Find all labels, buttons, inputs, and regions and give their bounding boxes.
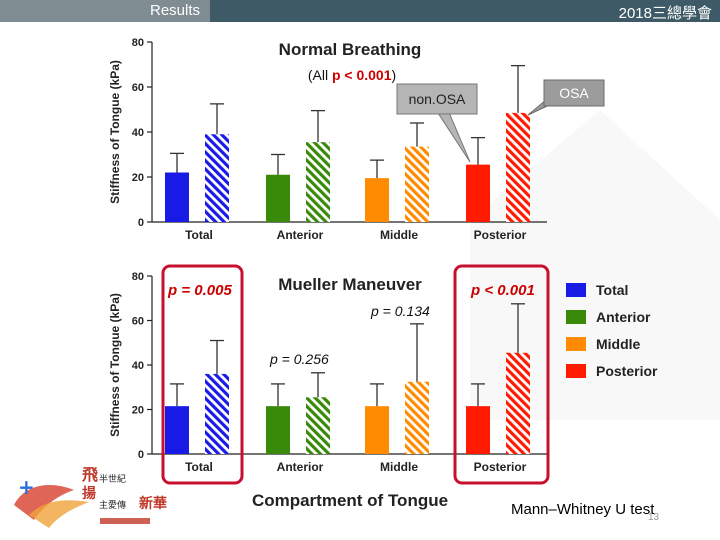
bar-anterior-osa [306,397,330,454]
conference-label: 2018三總學會 [618,5,712,22]
legend-swatch-posterior [566,364,586,378]
svg-text:飛: 飛 [81,465,98,484]
chart-normal-breathing: Normal Breathing (All p < 0.001) Stiffne… [108,37,605,242]
svg-text:+: + [18,475,35,499]
osa-callout: OSA [527,79,605,116]
chart1-x-labels: Total Anterior Middle Posterior [185,228,527,242]
bar-middle-nonosa [365,406,389,454]
chart1-ylabel: Stiffness of Tongue (kPa) [108,60,122,204]
legend-label-posterior: Posterior [596,363,658,379]
legend-swatch-middle [566,337,586,351]
y-tick-label: 80 [132,37,144,49]
chart2-ylabel: Stiffness of Tongue (kPa) [108,293,122,437]
x-tick-label: Posterior [474,228,527,242]
x-tick-label: Total [185,228,213,242]
chart1-bars [165,64,530,222]
legend-swatch-total [566,283,586,297]
chart2-bars [165,303,530,454]
x-tick-label: Posterior [474,460,527,474]
highlight-box-posterior [453,264,550,485]
header-left-panel [0,0,210,22]
bar-total-nonosa [165,406,189,454]
x-tick-label: Middle [380,460,418,474]
chart2-y-ticks: 0 20 40 60 80 [132,271,152,461]
p-middle: p = 0.134 [370,303,430,319]
section-label: Results [150,2,201,19]
bar-posterior-osa [506,112,530,222]
legend-label-middle: Middle [596,336,641,352]
x-tick-label: Anterior [277,460,324,474]
logo: + 飛 揚 半世紀 主愛傳 新華 [4,460,184,540]
bar-posterior-nonosa [466,164,490,222]
bar-total-osa [205,134,229,222]
nonosa-callout: non.OSA [396,83,478,163]
page-number: 13 [648,512,660,523]
y-tick-label: 60 [132,316,144,328]
nonosa-callout-label: non.OSA [409,91,466,107]
bar-middle-osa [405,146,429,222]
x-tick-label: Anterior [277,228,324,242]
chart1-y-ticks: 0 20 40 60 80 [132,37,152,229]
x-tick-label: Middle [380,228,418,242]
y-tick-label: 20 [132,172,144,184]
chart-mueller-maneuver: Mueller Maneuver Stiffness of Tongue (kP… [108,264,658,510]
chart2-xlabel: Compartment of Tongue [252,491,448,510]
y-tick-label: 0 [138,449,144,461]
y-tick-label: 0 [138,217,144,229]
chart2-legend: Total Anterior Middle Posterior [566,282,658,379]
y-tick-label: 20 [132,405,144,417]
y-tick-label: 40 [132,127,144,139]
background-watermark [470,110,720,420]
bar-anterior-osa [306,142,330,222]
p-anterior: p = 0.256 [269,351,329,367]
highlight-box-total [161,264,244,485]
y-tick-label: 80 [132,271,144,283]
chart1-all-p-note: (All p < 0.001) [308,67,396,83]
bar-middle-nonosa [365,178,389,222]
p-posterior: p < 0.001 [470,282,535,299]
y-tick-label: 40 [132,360,144,372]
chart2-title: Mueller Maneuver [278,275,422,294]
legend-label-total: Total [596,282,628,298]
bar-anterior-nonosa [266,174,290,222]
svg-text:主愛傳: 主愛傳 [99,499,126,511]
bar-total-nonosa [165,172,189,222]
osa-callout-label: OSA [559,85,589,101]
chart1-title: Normal Breathing [279,40,422,59]
svg-text:揚: 揚 [82,485,96,502]
bar-anterior-nonosa [266,406,290,454]
legend-swatch-anterior [566,310,586,324]
x-tick-label: Total [185,460,213,474]
bar-total-osa [205,373,229,454]
chart2-x-labels: Total Anterior Middle Posterior [185,460,527,474]
bar-middle-osa [405,381,429,454]
slide-header: Results 2018三總學會 [0,0,720,22]
test-footnote: Mann–Whitney U test [511,501,655,518]
logo-emblem: + 飛 揚 半世紀 主愛傳 新華 [14,465,167,528]
svg-text:半世紀: 半世紀 [99,473,126,485]
legend-label-anterior: Anterior [596,309,651,325]
svg-text:新華: 新華 [139,495,167,512]
bar-posterior-osa [506,352,530,454]
y-tick-label: 60 [132,82,144,94]
p-total: p = 0.005 [167,282,232,299]
bar-posterior-nonosa [466,406,490,454]
